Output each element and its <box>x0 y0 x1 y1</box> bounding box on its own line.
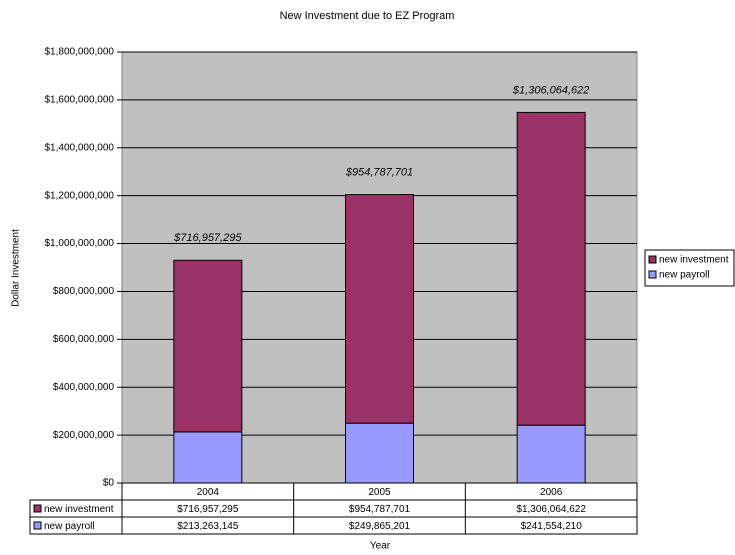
x-axis-label: Year <box>370 541 391 552</box>
table-series-name: new investment <box>44 504 114 515</box>
x-tick-label: 2004 <box>197 487 220 498</box>
y-tick-label: $1,800,000,000 <box>44 47 114 58</box>
y-tick-label: $400,000,000 <box>53 382 115 393</box>
bar-segment <box>516 424 586 484</box>
table-row-header <box>29 516 123 535</box>
legend <box>644 249 735 287</box>
y-axis-label: Dollar Investment <box>11 229 22 307</box>
bar-segment <box>173 259 243 433</box>
x-tick-label: 2005 <box>368 487 391 498</box>
legend-key <box>648 255 657 264</box>
bar-segment <box>516 111 586 426</box>
table-cell: $241,554,210 <box>521 521 583 532</box>
chart-title: New Investment due to EZ Program <box>280 10 455 22</box>
y-tick-label: $1,400,000,000 <box>44 142 114 153</box>
table-cell: $716,957,295 <box>177 504 239 515</box>
bar-segment <box>345 422 414 484</box>
bar-segment <box>345 194 414 424</box>
legend-key <box>648 270 657 279</box>
data-label: $954,787,701 <box>345 166 413 178</box>
bar-segment <box>173 431 243 484</box>
y-tick-label: $1,600,000,000 <box>44 95 114 106</box>
y-tick-label: $800,000,000 <box>53 286 115 297</box>
y-tick-label: $200,000,000 <box>53 430 115 441</box>
table-series-name: new payroll <box>44 521 95 532</box>
y-tick-label: $0 <box>103 478 115 489</box>
table-cell: $213,263,145 <box>177 521 239 532</box>
table-cell: $249,865,201 <box>349 521 411 532</box>
data-label: $1,306,064,622 <box>512 84 589 96</box>
data-label: $716,957,295 <box>173 232 242 244</box>
y-tick-label: $1,000,000,000 <box>44 238 114 249</box>
table-cell: $1,306,064,622 <box>516 504 586 515</box>
y-tick-label: $600,000,000 <box>53 334 115 345</box>
legend-label: new investment <box>659 255 729 266</box>
y-tick-label: $1,200,000,000 <box>44 190 114 201</box>
table-legend-key <box>33 504 42 513</box>
table-legend-key <box>33 521 42 530</box>
x-tick-label: 2006 <box>540 487 563 498</box>
table-cell: $954,787,701 <box>349 504 411 515</box>
legend-label: new payroll <box>659 270 710 281</box>
